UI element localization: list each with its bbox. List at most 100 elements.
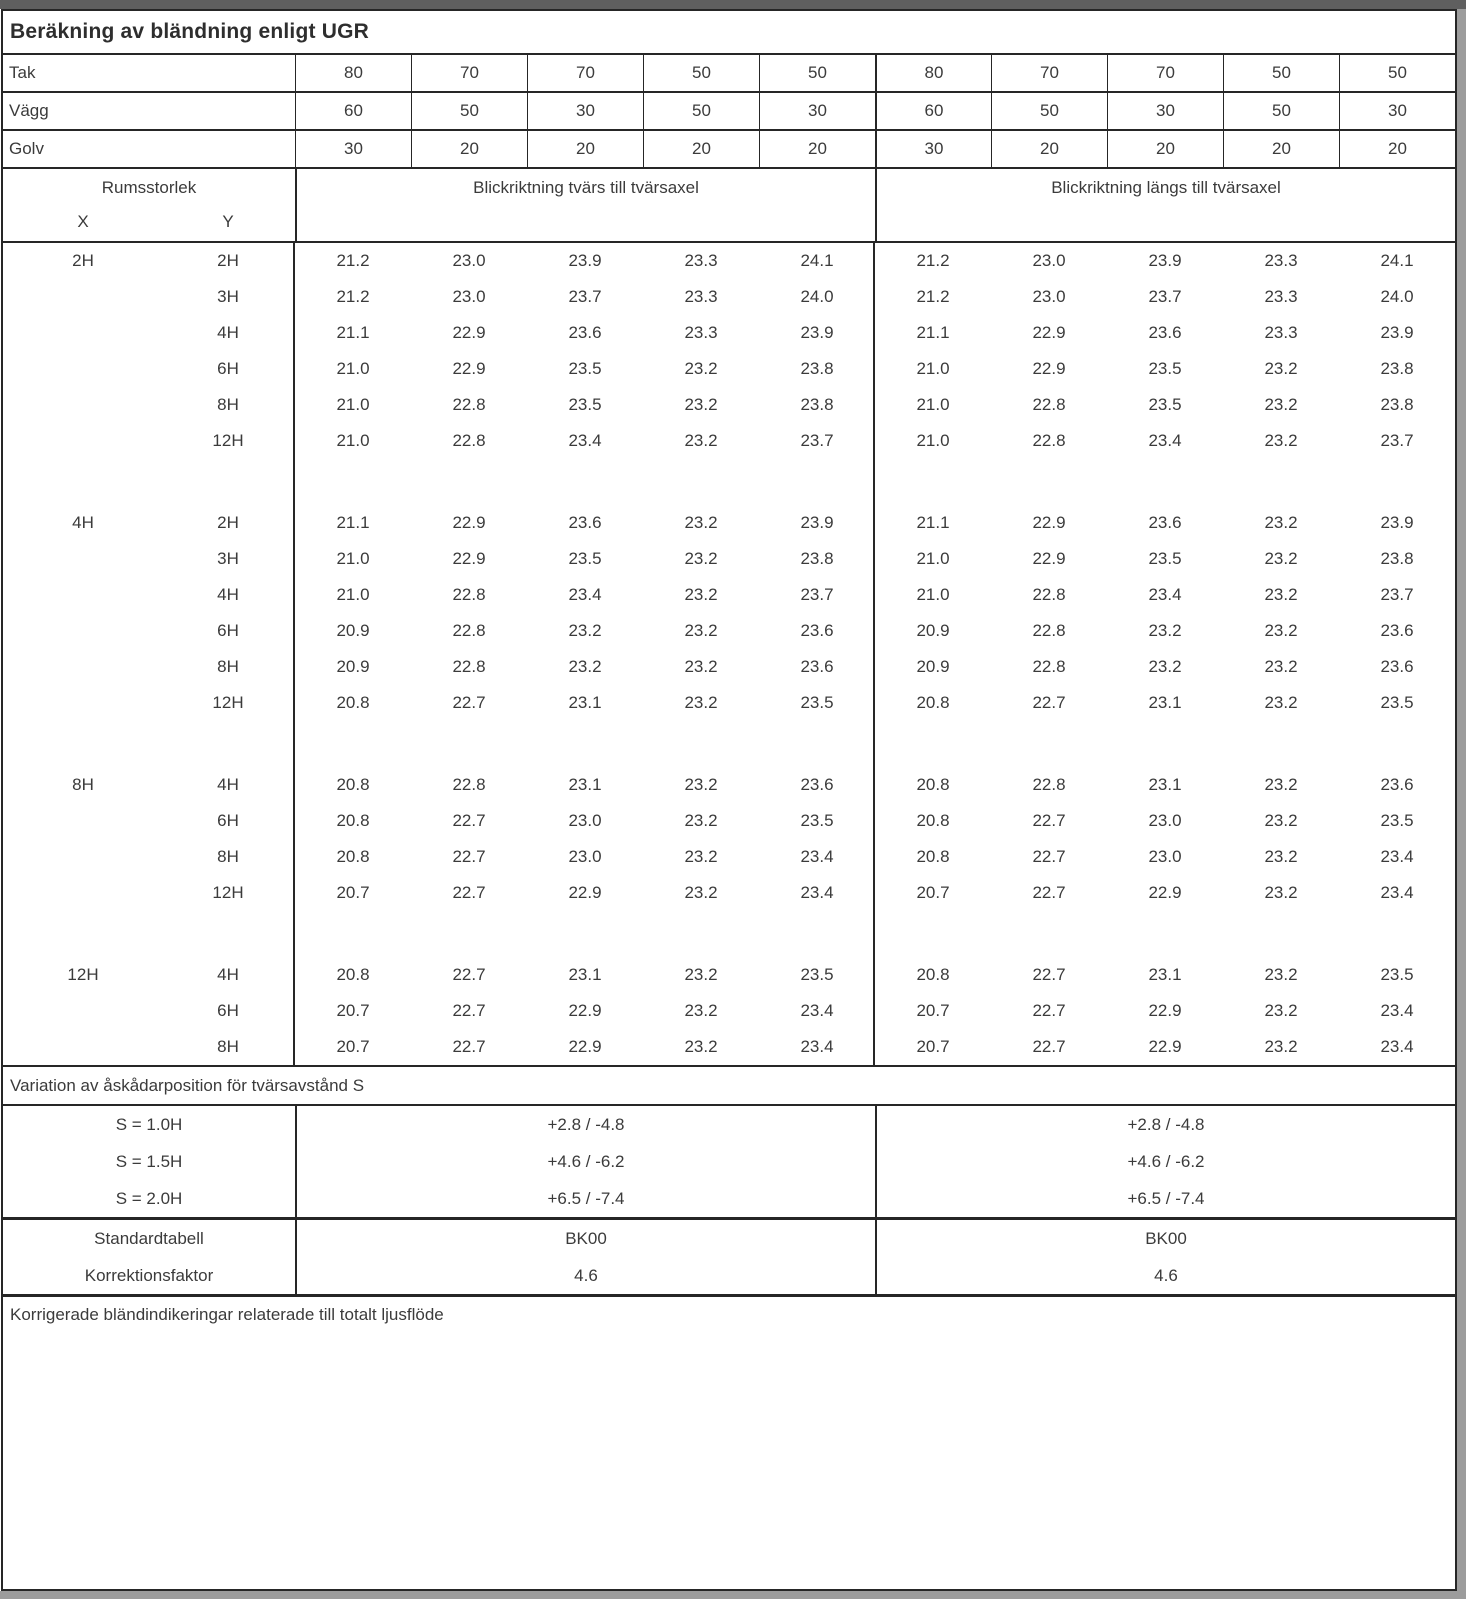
- ugr-value-cell: 22.8: [1032, 585, 1066, 604]
- surface-reflectance-rows: Tak 80 70 70 50 50 80 70 70 50 50 Vägg 60 50 30 50 30 60 5…: [3, 55, 1455, 169]
- ugr-value-cell: 20.8: [916, 693, 950, 712]
- ugr-value-cell: 22.9: [1148, 1001, 1182, 1020]
- ugr-value-cell: 22.9: [1032, 513, 1066, 532]
- ugr-value-cell: 22.9: [452, 323, 486, 342]
- ugr-value-cell: 23.2: [684, 585, 718, 604]
- surface-value-cell: 30: [875, 131, 991, 167]
- y-axis-label: Y: [222, 212, 234, 231]
- ugr-value-cell: 23.2: [1264, 359, 1298, 378]
- ugr-value-cell: 21.2: [916, 287, 950, 306]
- ugr-value-cell: 23.5: [1380, 693, 1414, 712]
- room-size-cell: 4H: [3, 577, 295, 613]
- ugr-value-cell: 23.2: [684, 1001, 718, 1020]
- matrix-header-row: Rumsstorlek X Y Blickriktning tvärs till…: [3, 169, 1455, 243]
- ugr-value-cell: 20.9: [336, 621, 370, 640]
- surface-value-cell: 20: [1223, 131, 1339, 167]
- ugr-value-cell: 21.1: [336, 513, 370, 532]
- surface-value-cell: 50: [643, 55, 759, 91]
- ugr-value-cell: 23.5: [1148, 395, 1182, 414]
- room-size-cell: 8H: [3, 1029, 295, 1065]
- ugr-value-cell: 22.8: [1032, 395, 1066, 414]
- ugr-row: 2H 2H 21.2 23.0 23.9 23.3 24.1 21.2 23.0 23.9 23.3…: [3, 243, 1455, 279]
- variation-row: S = 1.0H +2.8 / -4.8 +2.8 / -4.8: [3, 1106, 1455, 1143]
- ugr-value-cell: 22.7: [1032, 965, 1066, 984]
- y-value: 12H: [212, 883, 244, 902]
- ugr-value-cell: 20.9: [916, 657, 950, 676]
- ugr-value-cell: 24.0: [1380, 287, 1414, 306]
- ugr-value-cell: 23.5: [800, 965, 834, 984]
- ugr-value-cell: 20.7: [336, 883, 370, 902]
- y-value: 4H: [217, 323, 239, 342]
- surface-row-2: Golv 30 20 20 20 20 30 20 20 20 20: [3, 131, 1455, 169]
- surface-value-cell: 20: [527, 131, 643, 167]
- ugr-value-cell: 23.6: [1148, 323, 1182, 342]
- ugr-value-cell: 23.6: [800, 657, 834, 676]
- ugr-value-cell: 23.1: [568, 965, 602, 984]
- ugr-value-cell: 22.9: [452, 359, 486, 378]
- ugr-value-cell: 20.8: [916, 847, 950, 866]
- ugr-value-cell: 23.4: [800, 1001, 834, 1020]
- ugr-value-cell: 23.6: [800, 621, 834, 640]
- ugr-value-cell: 23.5: [1380, 811, 1414, 830]
- surface-value-cell: 30: [1107, 93, 1223, 129]
- ugr-value-cell: 23.2: [568, 657, 602, 676]
- ugr-value-cell: 22.7: [1032, 847, 1066, 866]
- surface-value-cell: 20: [759, 131, 875, 167]
- page-edge-top: [0, 0, 1466, 9]
- ugr-value-cell: 22.7: [452, 883, 486, 902]
- footer-note: Korrigerade bländindikeringar relaterade…: [10, 1305, 444, 1324]
- surface-value-cell: 50: [411, 93, 527, 129]
- ugr-value-cell: 21.2: [336, 251, 370, 270]
- ugr-value-cell: 23.5: [1148, 359, 1182, 378]
- ugr-value-cell: 23.3: [684, 323, 718, 342]
- ugr-value-cell: 22.9: [568, 883, 602, 902]
- standard-value-left: 4.6: [295, 1257, 875, 1294]
- ugr-value-cell: 21.1: [916, 513, 950, 532]
- ugr-value-cell: 23.2: [1264, 693, 1298, 712]
- surface-value-cell: 70: [527, 55, 643, 91]
- ugr-row: 4H 21.1 22.9 23.6 23.3 23.9 21.1 22.9 23.6 23.3 23…: [3, 315, 1455, 351]
- surface-value-cell: 50: [1339, 55, 1455, 91]
- y-value: 4H: [217, 775, 239, 794]
- room-size-cell: 3H: [3, 279, 295, 315]
- room-size-cell: 4H 2H: [3, 505, 295, 541]
- ugr-value-cell: 20.8: [916, 811, 950, 830]
- block-spacer: [3, 721, 1455, 767]
- ugr-value-cell: 20.8: [336, 693, 370, 712]
- room-size-label: Rumsstorlek: [101, 178, 197, 197]
- y-value: 12H: [212, 693, 244, 712]
- ugr-value-cell: 23.2: [1264, 965, 1298, 984]
- block-spacer: [3, 459, 1455, 505]
- ugr-value-cell: 23.2: [1264, 585, 1298, 604]
- ugr-value-cell: 23.9: [800, 513, 834, 532]
- ugr-value-cell: 23.3: [684, 287, 718, 306]
- ugr-value-cell: 23.0: [452, 287, 486, 306]
- ugr-value-cell: 23.8: [800, 359, 834, 378]
- y-value: 3H: [217, 549, 239, 568]
- ugr-value-cell: 21.1: [916, 323, 950, 342]
- surface-row-label: Golv: [9, 139, 44, 158]
- surface-value-cell: 30: [527, 93, 643, 129]
- ugr-value-cell: 23.2: [684, 621, 718, 640]
- room-size-cell: 6H: [3, 613, 295, 649]
- ugr-row: 8H 4H 20.8 22.8 23.1 23.2 23.6 20.8 22.8 23.1 23.2…: [3, 767, 1455, 803]
- ugr-value-cell: 23.8: [1380, 395, 1414, 414]
- ugr-value-cell: 23.2: [1148, 657, 1182, 676]
- ugr-row: 6H 20.7 22.7 22.9 23.2 23.4 20.7 22.7 22.9 23.2 23…: [3, 993, 1455, 1029]
- ugr-value-cell: 21.0: [336, 549, 370, 568]
- variation-value-left: +6.5 / -7.4: [295, 1180, 875, 1217]
- ugr-value-cell: 22.9: [452, 549, 486, 568]
- room-size-cell: 2H 2H: [3, 243, 295, 279]
- ugr-value-cell: 21.0: [336, 359, 370, 378]
- ugr-value-cell: 22.9: [452, 513, 486, 532]
- y-value: 12H: [212, 431, 244, 450]
- surface-value-cell: 70: [991, 55, 1107, 91]
- ugr-value-cell: 22.7: [1032, 1001, 1066, 1020]
- ugr-value-cell: 23.2: [1264, 811, 1298, 830]
- ugr-value-cell: 22.8: [452, 621, 486, 640]
- ugr-value-cell: 23.2: [1264, 1037, 1298, 1056]
- y-value: 2H: [217, 513, 239, 532]
- ugr-value-cell: 20.9: [916, 621, 950, 640]
- ugr-value-cell: 23.2: [684, 693, 718, 712]
- ugr-value-cell: 23.9: [800, 323, 834, 342]
